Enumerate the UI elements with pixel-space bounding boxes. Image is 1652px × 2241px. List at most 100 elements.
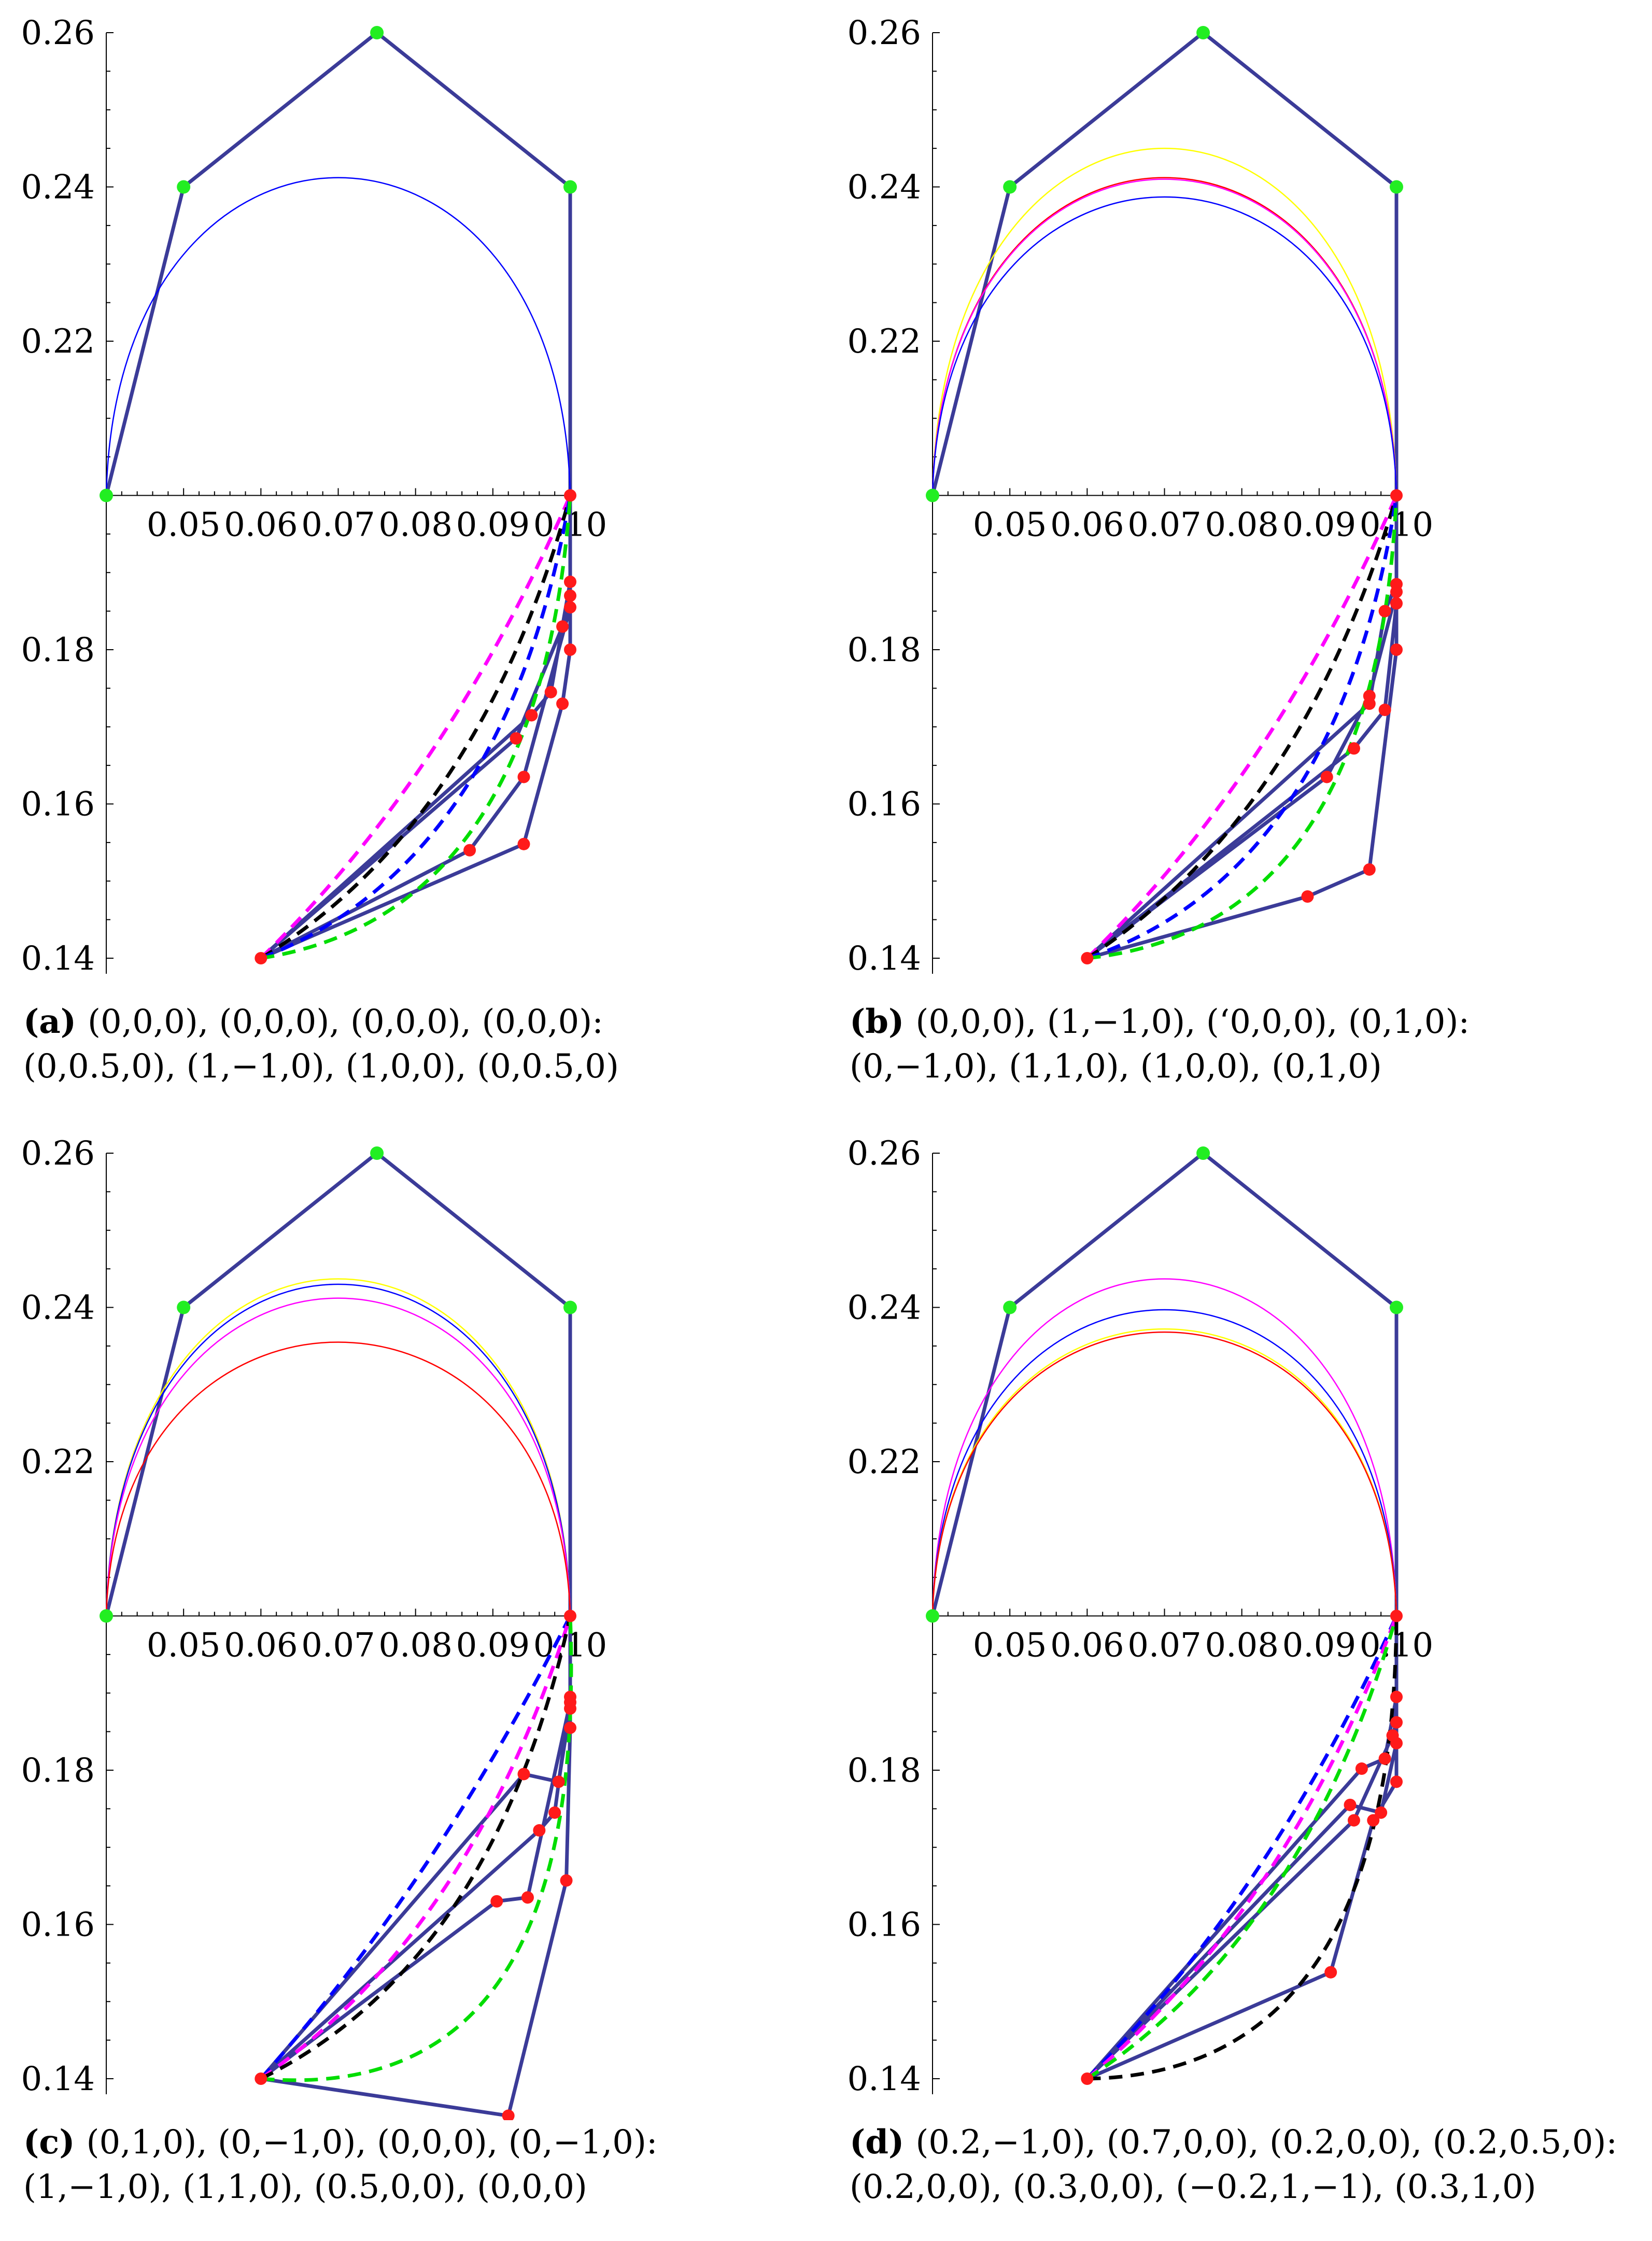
control-point-red xyxy=(1390,597,1403,610)
subplot-b: 0.14 0.16 0.18 0.22 0.24 0.26 0.05 0.06 0.07 0.08… xyxy=(826,0,1652,1120)
control-point-green xyxy=(1003,180,1017,194)
x-tick-label: 0.09 xyxy=(456,506,530,544)
bottom-dashed-curve xyxy=(260,495,572,960)
top-curve xyxy=(105,1283,571,1616)
control-point-red xyxy=(517,771,530,783)
x-tick-label: 0.09 xyxy=(1282,506,1357,544)
y-tick-label: 0.24 xyxy=(848,1289,922,1327)
control-point-red xyxy=(1344,1798,1357,1811)
x-tick-label: 0.06 xyxy=(224,1627,298,1665)
y-tick-label: 0.26 xyxy=(21,14,95,52)
control-point-red xyxy=(564,576,576,589)
bottom-control-polygon xyxy=(259,495,572,960)
y-tick-label: 0.14 xyxy=(21,2060,95,2098)
control-point-red xyxy=(564,643,576,656)
bottom-dashed-curve xyxy=(259,1615,572,2080)
control-point-red xyxy=(490,1895,503,1908)
x-tick-label: 0.09 xyxy=(1282,1627,1357,1665)
control-point-red xyxy=(1390,643,1403,656)
bottom-control-polygon xyxy=(1086,495,1399,960)
y-tick-label: 0.22 xyxy=(21,1443,95,1481)
x-tick-label: 0.05 xyxy=(973,506,1047,544)
control-point-red xyxy=(1355,1762,1368,1775)
bottom-control-polygon xyxy=(1086,495,1399,960)
y-tick-label: 0.26 xyxy=(848,14,922,52)
bottom-control-polygon xyxy=(260,1616,572,2080)
x-tick-label: 0.05 xyxy=(147,506,221,544)
control-point-red xyxy=(1347,1814,1360,1827)
subplot-a-caption: (a) (0,0,0), (0,0,0), (0,0,0), (0,0,0): (0… xyxy=(23,1000,822,1089)
bottom-control-polygon xyxy=(259,1616,572,2080)
caption-line-2: (0,0.5,0), (1,−1,0), (1,0,0), (0,0.5,0) xyxy=(23,1047,619,1086)
caption-label: (c) xyxy=(23,2123,75,2162)
x-tick-label: 0.09 xyxy=(456,1627,530,1665)
bottom-dashed-curve xyxy=(1086,1615,1399,2080)
caption-label: (b) xyxy=(850,1002,905,1041)
control-point-red xyxy=(1390,1716,1403,1729)
control-point-red xyxy=(1301,890,1314,903)
control-point-red xyxy=(548,1806,561,1819)
x-tick-label: 0.06 xyxy=(224,506,298,544)
control-point-red xyxy=(556,620,569,633)
caption-line-2: (0.2,0,0), (0.3,0,0), (−0.2,1,−1), (0.3,… xyxy=(850,2168,1536,2206)
bottom-control-polygon xyxy=(260,1616,572,2118)
control-point-green xyxy=(177,1300,191,1314)
top-curve xyxy=(105,177,571,496)
y-tick-label: 0.18 xyxy=(848,1752,922,1790)
control-point-red xyxy=(1367,1814,1380,1827)
control-point-red xyxy=(255,952,267,964)
control-point-red xyxy=(517,1768,530,1781)
y-tick-label: 0.24 xyxy=(848,169,922,207)
bottom-control-polygon xyxy=(1086,495,1399,960)
caption-line-2: (1,−1,0), (1,1,0), (0.5,0,0), (0,0,0) xyxy=(23,2168,587,2206)
caption-line-1: (0.2,−1,0), (0.7,0,0), (0.2,0,0), (0.2,0… xyxy=(915,2123,1617,2162)
control-point-red xyxy=(552,1775,565,1788)
bottom-dashed-curve xyxy=(1085,1615,1399,2080)
top-curve xyxy=(105,1297,571,1616)
subplot-b-caption: (b) (0,0,0), (1,−1,0), (‘0,0,0), (0,1,0):… xyxy=(850,1000,1648,1089)
bottom-control-polygon xyxy=(260,1616,572,2080)
bottom-control-polygon xyxy=(260,495,572,960)
x-tick-label: 0.08 xyxy=(378,1627,453,1665)
x-tick-label: 0.08 xyxy=(378,506,453,544)
control-point-red xyxy=(1347,742,1360,755)
control-point-red xyxy=(1390,578,1403,591)
top-curve xyxy=(931,1309,1397,1616)
x-tick-label: 0.07 xyxy=(1127,506,1202,544)
control-point-green xyxy=(100,488,113,502)
bottom-control-polygon xyxy=(1085,495,1399,960)
control-point-red xyxy=(1375,1806,1388,1819)
control-point-red xyxy=(533,1824,546,1837)
caption-label: (a) xyxy=(23,1002,77,1041)
control-point-red xyxy=(564,1721,576,1734)
subplot-a-plot: 0.14 0.16 0.18 0.22 0.24 0.26 0.05 0.06 0.07 0.08… xyxy=(21,14,608,978)
caption-line-1: (0,0,0), (1,−1,0), (‘0,0,0), (0,1,0): xyxy=(915,1003,1470,1041)
subplot-c-plot: 0.14 0.16 0.18 0.22 0.24 0.26 0.05 0.06 0.07 0.08… xyxy=(21,1134,607,2120)
y-tick-label: 0.16 xyxy=(21,1906,95,1944)
y-tick-label: 0.16 xyxy=(848,786,922,824)
bottom-dashed-curve xyxy=(260,495,572,960)
control-point-red xyxy=(1378,704,1391,717)
control-point-red xyxy=(521,1891,534,1904)
y-tick-label: 0.18 xyxy=(21,1752,95,1790)
control-point-red xyxy=(502,2109,515,2120)
bottom-dashed-curve xyxy=(1085,495,1399,960)
control-point-red xyxy=(564,1690,576,1703)
y-tick-label: 0.22 xyxy=(21,323,95,361)
control-point-red xyxy=(1390,1609,1403,1622)
control-point-red xyxy=(1386,1729,1399,1742)
bottom-dashed-curve xyxy=(1087,1616,1399,2081)
bottom-dashed-curve xyxy=(1086,495,1399,960)
bottom-dashed-curve xyxy=(1086,495,1399,960)
y-tick-label: 0.14 xyxy=(848,2060,922,2098)
control-point-red xyxy=(1390,1775,1403,1788)
control-point-red xyxy=(544,685,557,698)
subplot-c: 0.14 0.16 0.18 0.22 0.24 0.26 0.05 0.06 0.07 0.08… xyxy=(0,1120,826,2241)
subplot-d-plot: 0.14 0.16 0.18 0.22 0.24 0.26 0.05 0.06 0.07 0.08… xyxy=(848,1134,1434,2098)
caption-line-1: (0,0,0), (0,0,0), (0,0,0), (0,0,0): xyxy=(88,1003,603,1041)
control-point-red xyxy=(1363,697,1376,710)
control-point-red xyxy=(1378,1752,1391,1765)
bottom-control-polygon xyxy=(260,495,572,960)
control-point-green xyxy=(1003,1300,1017,1314)
control-point-green xyxy=(1196,26,1210,39)
